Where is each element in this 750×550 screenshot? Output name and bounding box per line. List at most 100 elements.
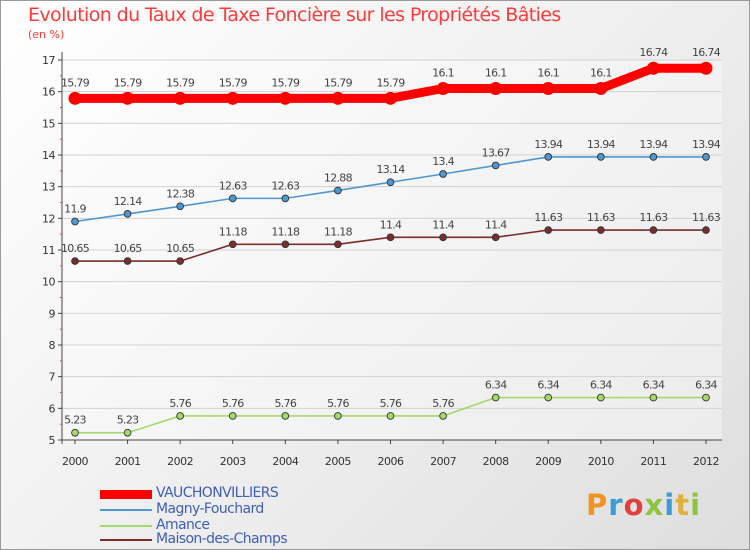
data-label: 12.38 [166,187,195,200]
data-label: 16.74 [692,46,721,59]
logo-letter: x [644,488,665,522]
data-point [123,428,132,437]
data-label: 13.14 [377,163,406,176]
chart-title: Evolution du Taux de Taxe Foncière sur l… [28,4,561,26]
data-point [544,393,553,402]
data-point [439,170,447,178]
legend-item-maison-des-champs[interactable]: Maison-des-Champs [100,531,360,549]
data-label: 11.4 [485,218,507,231]
legend-label-magny-fouchard: Magny-Fouchard [156,501,264,517]
data-point [176,257,185,265]
data-point [386,412,395,420]
proxiti-logo: Proxiti [586,488,701,522]
data-label: 15.79 [219,76,248,89]
data-label: 11.63 [692,211,721,224]
data-label: 5.23 [117,414,139,427]
legend-item-magny-fouchard[interactable]: Magny-Fouchard [100,501,360,519]
y-axis-unit: (en %) [28,28,65,41]
data-label: 16.1 [590,67,612,80]
data-label: 6.34 [537,379,559,392]
logo-letter: i [690,488,702,522]
x-tick-label: 2007 [430,455,456,468]
legend-label-vauchonvilliers: VAUCHONVILLIERS [156,485,279,501]
data-point [281,240,290,249]
data-point [173,91,187,105]
data-label: 15.79 [114,76,143,89]
data-point [596,393,605,402]
y-tick-label: 6 [49,402,56,415]
data-label: 11.4 [432,218,454,231]
data-label: 15.79 [271,76,300,89]
legend-item-vauchonvilliers[interactable]: VAUCHONVILLIERS [100,485,360,503]
logo-letter: t [675,488,691,522]
data-label: 6.34 [485,379,507,392]
data-point [489,82,503,95]
data-point [71,428,79,437]
data-point [541,82,555,95]
data-label: 11.18 [271,225,300,238]
legend-label-maison-des-champs: Maison-des-Champs [156,531,288,547]
data-label: 12.14 [114,195,143,208]
data-label: 5.76 [380,397,402,410]
data-point [649,153,658,161]
data-point [386,178,395,187]
data-label: 5.76 [222,397,244,410]
y-tick-label: 14 [42,149,55,162]
x-tick-label: 2012 [693,455,719,468]
x-tick-label: 2011 [640,455,666,468]
data-point [123,257,132,265]
y-tick-label: 7 [49,371,56,384]
y-tick-label: 15 [42,117,55,130]
data-label: 5.76 [432,397,454,410]
data-point [491,161,500,170]
y-tick-label: 17 [42,54,55,67]
legend-swatch-vauchonvilliers [100,490,152,499]
y-tick-label: 16 [42,86,55,99]
data-label: 5.76 [169,397,191,410]
y-tick-label: 13 [42,181,55,194]
legend-item-amance[interactable]: Amance [100,517,360,535]
data-point [491,233,500,242]
data-label: 11.18 [324,225,353,238]
x-tick-label: 2006 [378,455,404,468]
x-tick-label: 2002 [167,455,193,468]
data-point [228,412,237,420]
data-point [699,61,713,75]
data-label: 13.94 [639,138,668,151]
data-label: 6.34 [590,379,612,392]
data-label: 6.34 [643,379,665,392]
data-label: 15.79 [61,76,90,89]
y-tick-label: 9 [49,307,56,320]
data-label: 6.34 [695,379,717,392]
x-tick-label: 2009 [535,455,561,468]
data-point [281,194,290,203]
data-label: 16.1 [537,67,559,80]
y-tick-label: 12 [42,212,55,225]
data-label: 11.63 [639,211,668,224]
data-label: 5.76 [327,397,349,410]
data-point [594,82,608,95]
data-point [439,412,447,420]
logo-letter: P [586,488,609,522]
legend-swatch-maison-des-champs [100,539,152,541]
data-point [71,217,79,226]
x-tick-label: 2001 [115,455,141,468]
data-point [646,61,660,75]
data-label: 10.65 [166,242,195,255]
x-tick-label: 2000 [62,455,88,468]
data-point [278,91,292,105]
data-label: 13.94 [692,138,721,151]
data-point [334,186,342,195]
data-point [436,82,450,95]
data-label: 12.63 [219,179,248,192]
x-tick-label: 2004 [272,455,298,468]
legend-label-amance: Amance [156,517,210,533]
x-tick-label: 2008 [483,455,509,468]
data-label: 12.63 [271,179,300,192]
data-point [702,393,710,402]
y-tick-label: 11 [42,244,55,257]
data-label: 13.94 [587,138,616,151]
data-point [386,233,395,242]
data-point [228,194,237,203]
